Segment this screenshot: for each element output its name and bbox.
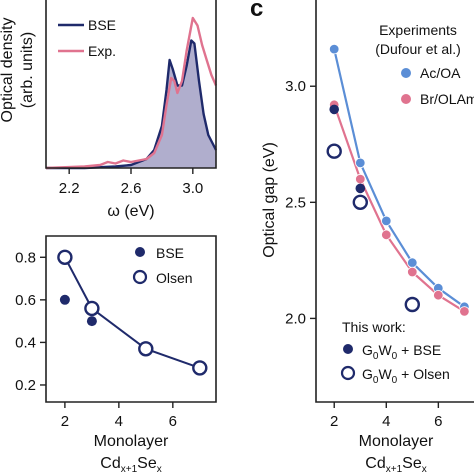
legend-bse-marker: [135, 247, 145, 257]
gap-ytick-label: 2.5: [285, 194, 306, 211]
experiments-legend-title2: (Dufour et al.): [375, 41, 461, 57]
spectrum-legend: BSE Exp.: [58, 17, 116, 59]
gap-point-series-1: [407, 266, 418, 278]
exciton-point-olsen: [57, 249, 73, 265]
gap-xlabel-sub1: x+1: [386, 464, 403, 474]
legend-brolam-text: Br/OLAm: [420, 91, 474, 107]
gap-axes-frame: [315, 0, 474, 403]
gap-ytick-label: 2.0: [285, 310, 306, 327]
gap-point-series-2: [355, 183, 366, 194]
exciton-ytick-label: 0.4: [15, 334, 36, 351]
gap-ylabel: Optical gap (eV): [261, 142, 278, 258]
spectrum-xtick-label: 2.6: [121, 180, 142, 197]
gap-point-series-0: [329, 43, 340, 55]
legend-acoa-marker: [401, 68, 411, 78]
spectrum-ylabel-line2: (arb. units): [19, 32, 36, 108]
gap-point-series-0: [407, 257, 418, 268]
legend-exp-label: Exp.: [88, 43, 116, 59]
exciton-point-olsen: [138, 341, 154, 357]
gap-point-series-0: [355, 157, 366, 169]
legend-acoa-text: Ac/OA: [420, 65, 461, 81]
work-legend-title: This work:: [342, 319, 406, 335]
exciton-xlabel-line2: Cdx+1Sex: [100, 455, 161, 474]
gap-panel: c 2 4 6 2.0 2.5 3.0 Optical gap (eV) Experime…: [250, 0, 474, 474]
exciton-series: [57, 249, 208, 376]
legend-g0w0-bse-text: G0W0 + BSE: [362, 342, 441, 362]
experiments-legend-title1: Experiments: [379, 22, 457, 38]
exciton-xlabel-se: Se: [137, 455, 157, 472]
legend-olsen-marker: [132, 269, 148, 285]
gap-point-series-0: [381, 215, 392, 227]
exciton-xtick-label: 2: [61, 413, 69, 430]
legend-bse-label: BSE: [88, 17, 116, 33]
spectrum-area-bse: [46, 40, 216, 168]
gap-xlabel-cd: Cd: [365, 455, 385, 472]
gap-point-series-2: [329, 104, 340, 115]
gap-xlabel-sub2: x: [422, 464, 427, 474]
gap-xtick-label: 4: [382, 413, 390, 430]
exciton-point-bse: [59, 294, 70, 305]
exciton-xlabel-cd: Cd: [100, 455, 120, 472]
exciton-point-olsen: [84, 300, 100, 317]
spectrum-line-bse: [46, 39, 218, 170]
legend-brolam-marker: [401, 94, 411, 104]
gap-ytick-label: 3.0: [285, 78, 306, 95]
work-legend: This work: G0W0 + BSE G0W0 + Olsen: [340, 319, 450, 386]
gap-line-series-0: [333, 48, 466, 308]
exciton-point-olsen: [192, 360, 208, 376]
spectrum-line-exp: [45, 16, 218, 170]
exciton-xlabel-sub2: x: [157, 464, 162, 474]
gap-xlabel-line1: Monolayer: [359, 433, 434, 450]
experiments-legend: Experiments (Dufour et al.) Ac/OA Br/OLA…: [375, 22, 474, 107]
exciton-ytick-label: 0.2: [15, 377, 36, 394]
gap-ticks: 2 4 6 2.0 2.5 3.0: [285, 78, 442, 430]
spectrum-area-series: [45, 16, 218, 170]
exciton-ytick-label: 0.6: [15, 292, 36, 309]
gap-xtick-label: 6: [434, 413, 442, 430]
gap-point-series-3: [352, 194, 368, 211]
spectrum-xtick-label: 3.0: [182, 180, 203, 197]
spectrum-x-ticks: 2.2 2.6 3.0: [59, 168, 203, 197]
gap-xtick-label: 2: [330, 413, 338, 430]
gap-point-series-1: [459, 306, 470, 317]
gap-point-series-1: [433, 290, 444, 301]
exciton-line-olsen: [64, 256, 201, 369]
gap-xlabel-se: Se: [402, 455, 422, 472]
exciton-xtick-label: 4: [115, 413, 123, 430]
spectrum-ylabel-line1: Optical density: [0, 18, 16, 123]
gap-xlabel-line2: Cdx+1Sex: [365, 455, 426, 474]
exciton-xtick-label: 6: [169, 413, 177, 430]
gap-series: [326, 43, 470, 317]
exciton-ytick-label: 0.8: [15, 249, 36, 266]
gap-point-series-1: [355, 173, 366, 185]
legend-olsen-text: Olsen: [156, 270, 193, 286]
spectrum-xtick-label: 2.2: [59, 180, 80, 197]
gap-point-series-3: [404, 296, 420, 313]
legend-bse-text: BSE: [156, 245, 184, 261]
exciton-ticks: 2 4 6 0.2 0.4 0.6 0.8: [15, 249, 177, 430]
gap-point-series-3: [326, 143, 342, 159]
gap-point-series-1: [381, 229, 392, 241]
legend-g0w0-olsen-text: G0W0 + Olsen: [362, 366, 450, 386]
exciton-axes-frame: [45, 235, 217, 403]
exciton-xlabel-line1: Monolayer: [94, 433, 169, 450]
exciton-legend: BSE Olsen: [132, 245, 193, 286]
legend-g0w0-bse-marker: [343, 344, 353, 354]
exciton-panel: 2 4 6 0.2 0.4 0.6 0.8 BSE Olsen Monolayer Cdx+…: [15, 235, 217, 474]
exciton-xlabel-sub1: x+1: [121, 464, 138, 474]
legend-g0w0-olsen-marker: [340, 365, 356, 381]
spectrum-xlabel: ω (eV): [107, 203, 154, 220]
panel-label-c: c: [250, 0, 263, 22]
exciton-point-bse: [86, 316, 97, 327]
spectrum-panel: 2.2 2.6 3.0 Optical density (arb. units) ω…: [0, 0, 218, 220]
